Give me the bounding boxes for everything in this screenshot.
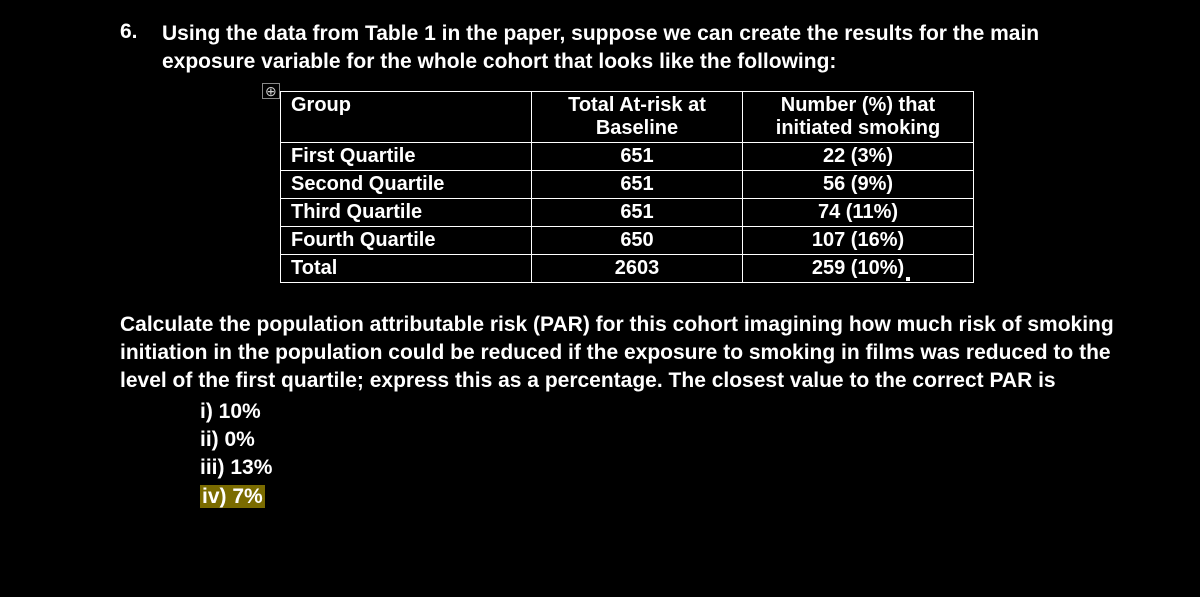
cell-atrisk: 651 (532, 170, 743, 198)
header-atrisk-l2: Baseline (596, 117, 678, 139)
cell-atrisk: 651 (532, 142, 743, 170)
option-ii: ii) 0% (200, 426, 1110, 454)
header-atrisk-l1: Total At-risk at (568, 94, 706, 116)
cell-init: 259 (10%) (743, 254, 974, 282)
table-row: Third Quartile 651 74 (11%) (281, 198, 974, 226)
table-header-row: Group Total At-risk at Baseline Number (… (281, 91, 974, 142)
cell-init: 56 (9%) (743, 170, 974, 198)
option-i: i) 10% (200, 398, 1110, 426)
anchor-icon: ⊕ (262, 83, 280, 99)
option-iii: iii) 13% (200, 454, 1110, 482)
table-row: Second Quartile 651 56 (9%) (281, 170, 974, 198)
header-init-l1: Number (%) that (781, 94, 935, 116)
cell-group: First Quartile (281, 142, 532, 170)
calculation-prompt: Calculate the population attributable ri… (120, 311, 1120, 396)
table-row: First Quartile 651 22 (3%) (281, 142, 974, 170)
answer-options: i) 10% ii) 0% iii) 13% iv) 7% (200, 398, 1110, 511)
table-row: Total 2603 259 (10%) (281, 254, 974, 282)
cell-group: Second Quartile (281, 170, 532, 198)
cell-atrisk: 650 (532, 226, 743, 254)
cell-atrisk: 2603 (532, 254, 743, 282)
option-iv: iv) 7% (200, 483, 1110, 511)
cell-init: 74 (11%) (743, 198, 974, 226)
cell-atrisk: 651 (532, 198, 743, 226)
option-iv-highlight: iv) 7% (200, 485, 265, 508)
cell-group: Fourth Quartile (281, 226, 532, 254)
header-initiated: Number (%) that initiated smoking (743, 91, 974, 142)
data-table-wrap: ⊕ Group Total At-risk at Baseline Number… (280, 91, 1110, 283)
cell-group: Total (281, 254, 532, 282)
header-group: Group (281, 91, 532, 142)
question-number: 6. (120, 20, 138, 44)
cell-init: 107 (16%) (743, 226, 974, 254)
question-intro: Using the data from Table 1 in the paper… (162, 20, 1062, 77)
header-atrisk: Total At-risk at Baseline (532, 91, 743, 142)
table-row: Fourth Quartile 650 107 (16%) (281, 226, 974, 254)
quartile-table: Group Total At-risk at Baseline Number (… (280, 91, 974, 283)
header-init-l2: initiated smoking (776, 117, 940, 139)
cell-init: 22 (3%) (743, 142, 974, 170)
cell-group: Third Quartile (281, 198, 532, 226)
